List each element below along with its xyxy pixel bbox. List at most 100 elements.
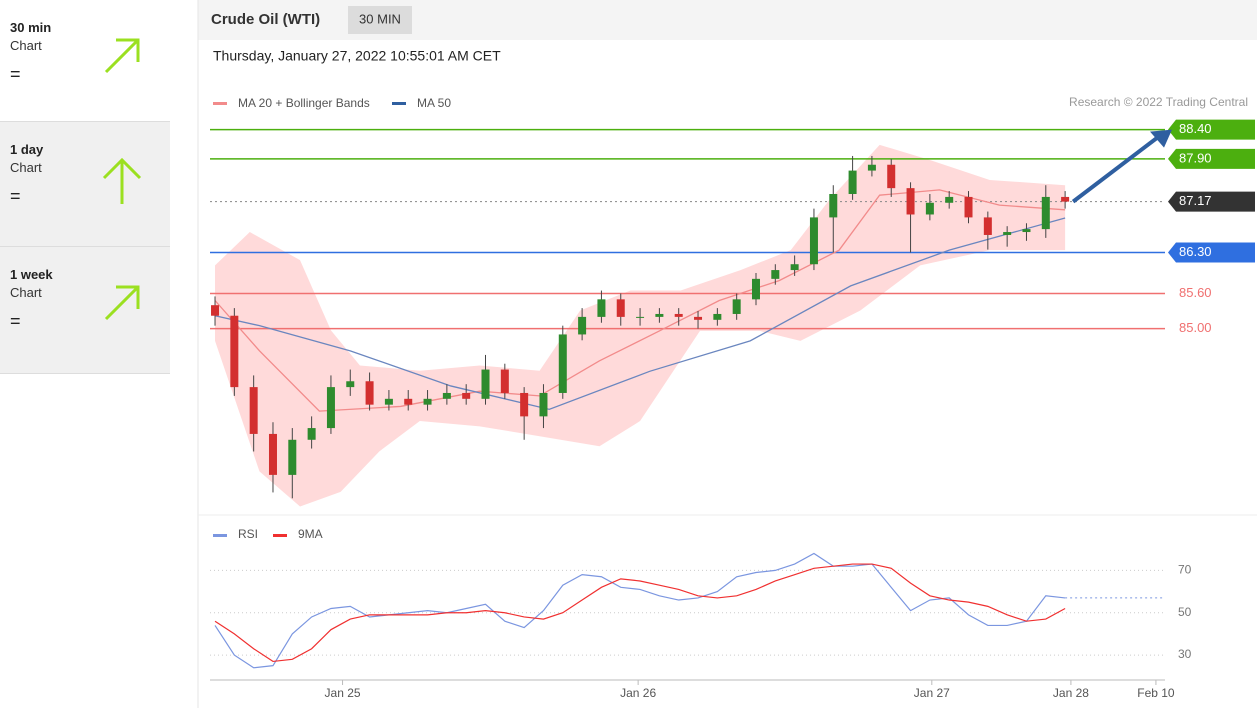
legend-swatch bbox=[213, 102, 227, 105]
candle-body bbox=[1003, 232, 1012, 235]
rsi-line bbox=[214, 552, 1066, 669]
x-tick-label: Jan 25 bbox=[325, 686, 361, 700]
timestamp: Thursday, January 27, 2022 10:55:01 AM C… bbox=[213, 48, 501, 64]
badge[interactable]: 30 MIN bbox=[359, 11, 401, 26]
signal: = bbox=[10, 186, 21, 206]
legend-label: 9MA bbox=[298, 527, 323, 541]
candle-body bbox=[365, 381, 374, 405]
level-label-bg bbox=[1168, 191, 1255, 212]
period: 30 min bbox=[10, 20, 52, 35]
candle-body bbox=[211, 305, 220, 316]
candle-body bbox=[558, 334, 567, 393]
level-label-bg bbox=[1168, 242, 1255, 263]
candle-body bbox=[674, 313, 683, 317]
level-label: 88.40 bbox=[1179, 121, 1212, 136]
badge-bg bbox=[348, 6, 412, 34]
ma-line bbox=[214, 217, 1066, 411]
ma-line bbox=[214, 189, 1066, 412]
candle-body bbox=[578, 316, 587, 335]
candle-body bbox=[983, 217, 992, 235]
arrow-icon bbox=[104, 38, 140, 74]
level-label: 85.00 bbox=[1179, 320, 1212, 335]
bollinger-band bbox=[215, 144, 1066, 507]
candle-body bbox=[1022, 229, 1031, 233]
candle-body bbox=[384, 398, 393, 405]
legend-label: MA 20 + Bollinger Bands bbox=[238, 96, 370, 110]
candle-body bbox=[1041, 196, 1050, 230]
sidebar-item[interactable]: 1 day Chart = bbox=[0, 122, 170, 247]
candle-body bbox=[751, 278, 760, 300]
credit: Research © 2022 Trading Central bbox=[1069, 95, 1248, 109]
arrow-icon bbox=[104, 285, 140, 321]
candle-body bbox=[809, 217, 818, 265]
target-arrowhead bbox=[1150, 129, 1172, 148]
label: Chart bbox=[10, 38, 42, 53]
candle-body bbox=[326, 387, 335, 429]
legend-swatch bbox=[273, 534, 287, 537]
candle-body bbox=[829, 194, 838, 218]
rsi-line bbox=[214, 563, 1066, 663]
candle-body bbox=[288, 439, 297, 475]
candle-body bbox=[249, 387, 258, 434]
legend-label: MA 50 bbox=[417, 96, 451, 110]
candle-body bbox=[539, 392, 548, 417]
sidebar-item[interactable]: 30 min Chart = bbox=[0, 0, 170, 122]
candle-body bbox=[636, 316, 645, 318]
arrow-icon bbox=[102, 157, 142, 204]
candle-body bbox=[732, 299, 741, 314]
candle-body bbox=[887, 164, 896, 189]
signal: = bbox=[10, 64, 21, 84]
candle-body bbox=[1061, 196, 1070, 202]
level-label-bg bbox=[1168, 148, 1255, 169]
x-tick-label: Jan 28 bbox=[1053, 686, 1089, 700]
candle-body bbox=[423, 398, 432, 405]
x-tick-label: Jan 27 bbox=[914, 686, 950, 700]
candle-body bbox=[694, 316, 703, 320]
sidebar-item[interactable]: 1 week Chart = bbox=[0, 247, 170, 374]
level-label: 86.30 bbox=[1179, 244, 1212, 259]
level-label-bg bbox=[1168, 119, 1255, 140]
period: 1 day bbox=[10, 142, 44, 157]
level-label: 87.17 bbox=[1179, 193, 1212, 208]
candle-body bbox=[771, 270, 780, 279]
candle-body bbox=[481, 369, 490, 399]
x-tick-label: Feb 10 bbox=[1137, 686, 1175, 700]
candle-body bbox=[790, 264, 799, 271]
period: 1 week bbox=[10, 267, 53, 282]
candle-body bbox=[442, 392, 451, 399]
x-tick-label: Jan 26 bbox=[620, 686, 656, 700]
target-arrow bbox=[1071, 134, 1162, 204]
candle-body bbox=[906, 188, 915, 215]
candle-body bbox=[230, 315, 239, 388]
legend-swatch bbox=[392, 102, 406, 105]
candle-body bbox=[597, 299, 606, 317]
level-label: 87.90 bbox=[1179, 150, 1212, 165]
candle-body bbox=[520, 392, 529, 417]
signal: = bbox=[10, 311, 21, 331]
y-tick-label: 30 bbox=[1178, 647, 1192, 661]
candle-body bbox=[346, 381, 355, 388]
candle-body bbox=[945, 196, 954, 203]
label: Chart bbox=[10, 160, 42, 175]
title: Crude Oil (WTI) bbox=[211, 11, 320, 28]
candle-body bbox=[867, 164, 876, 171]
candle-body bbox=[964, 196, 973, 218]
candle-body bbox=[655, 313, 664, 317]
candle-body bbox=[925, 202, 934, 215]
candle-body bbox=[404, 398, 413, 405]
candle-body bbox=[462, 392, 471, 399]
y-tick-label: 50 bbox=[1178, 605, 1192, 619]
candle-body bbox=[500, 369, 509, 393]
legend-swatch bbox=[213, 534, 227, 537]
candle-body bbox=[713, 313, 722, 320]
candle-body bbox=[848, 170, 857, 194]
level-label: 85.60 bbox=[1179, 285, 1212, 300]
candle-body bbox=[268, 433, 277, 475]
candle-body bbox=[307, 428, 316, 440]
y-tick-label: 70 bbox=[1178, 563, 1192, 577]
candle-body bbox=[616, 299, 625, 317]
label: Chart bbox=[10, 285, 42, 300]
legend-label: RSI bbox=[238, 527, 258, 541]
